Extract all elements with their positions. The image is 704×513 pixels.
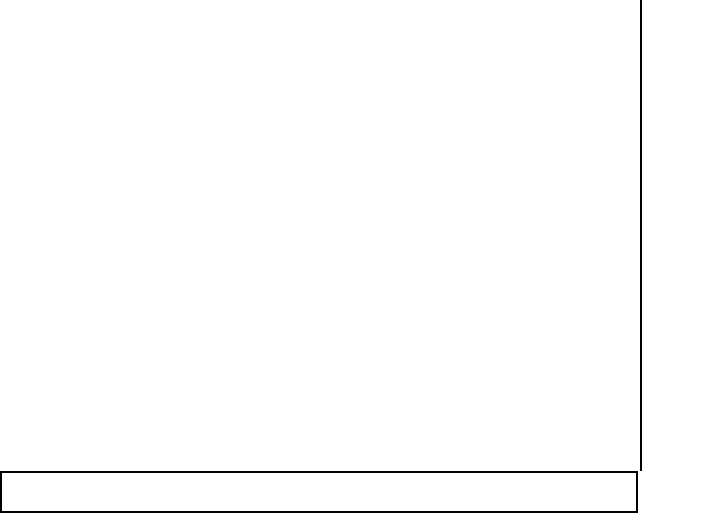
temperature-colorbar xyxy=(642,0,704,513)
status-bar xyxy=(0,471,638,513)
map-meta-line xyxy=(2,491,636,509)
temperature-map-canvas xyxy=(640,0,642,471)
map-parameter-title xyxy=(2,473,636,491)
